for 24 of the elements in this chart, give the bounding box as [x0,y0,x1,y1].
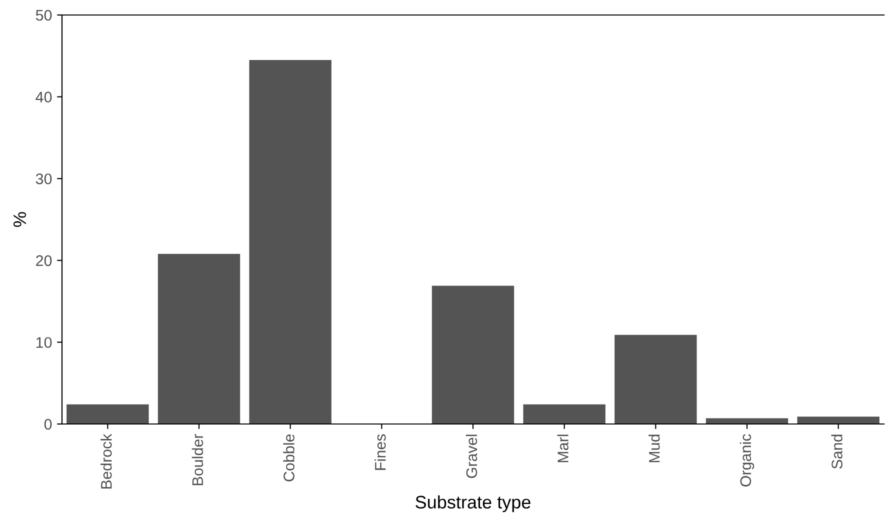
y-tick-label: 20 [36,255,52,266]
x-tick-label: Sand [831,434,842,469]
bar [614,334,697,424]
x-axis-title: Substrate type [416,495,530,512]
y-tick-label: 40 [36,92,52,102]
x-tick-label: Organic [740,434,754,486]
y-tick-label: 0 [44,418,52,430]
x-tick-label: Mud [648,434,660,462]
x-tick-label: Marl [557,434,568,462]
x-tick-label: Fines [374,434,386,470]
y-tick-label: 50 [36,10,52,21]
bar [432,286,514,424]
x-tick-label: Gravel [466,434,478,478]
bar [797,416,880,424]
y-axis-title: % [13,212,26,227]
y-tick-label: 30 [36,173,52,184]
bar [158,254,240,424]
y-tick-label: 10 [36,337,52,348]
bar [66,404,149,424]
x-tick-label: Bedrock [100,434,112,489]
bar [249,60,332,424]
bar [523,404,606,424]
x-tick-label: Boulder [192,434,204,486]
x-tick-label: Cobble [283,434,294,482]
